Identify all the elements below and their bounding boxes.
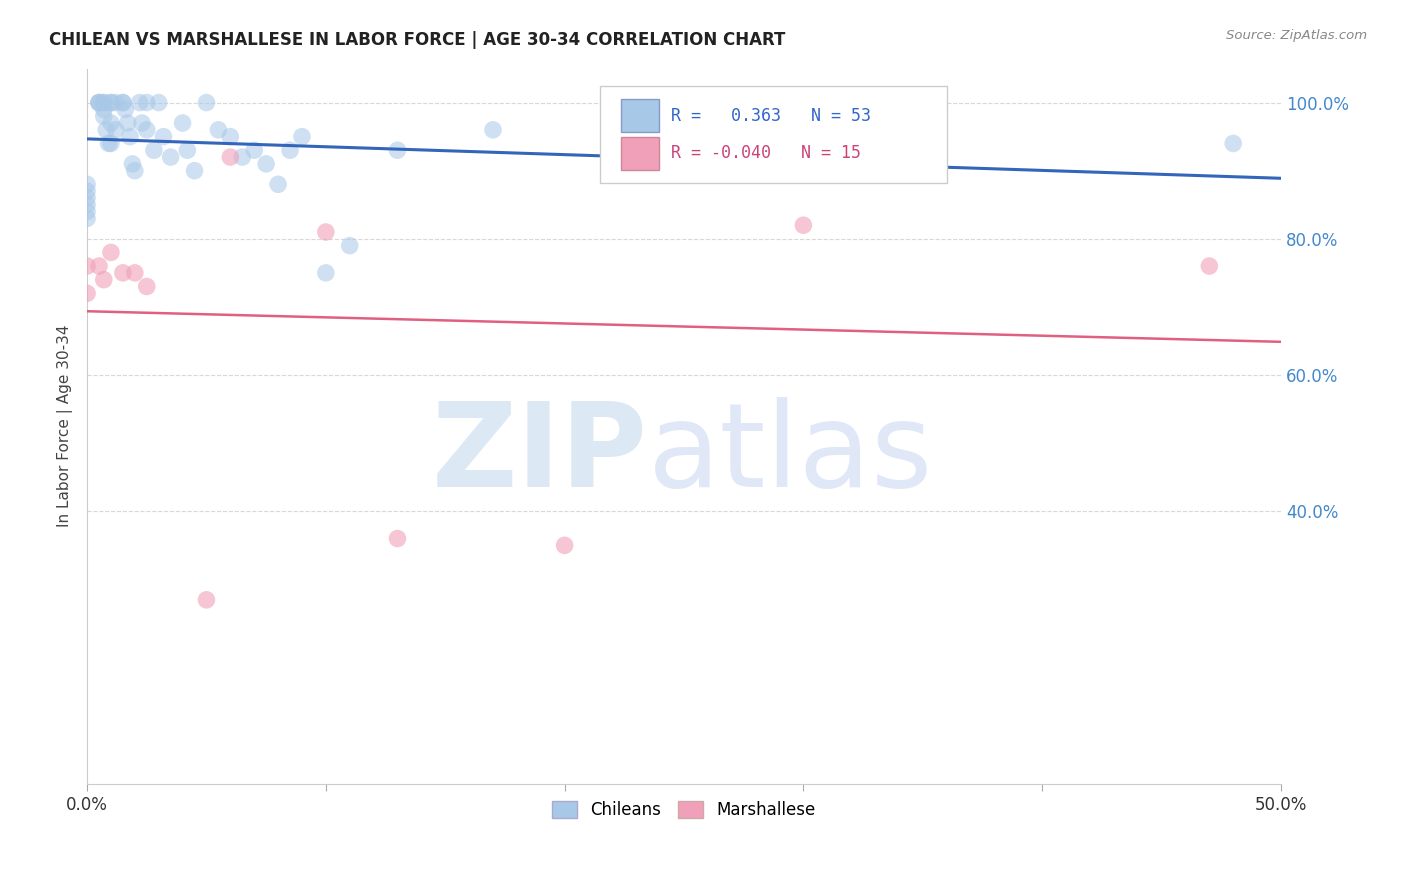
Point: [231, 150, 253, 164]
Point: [114, 103, 136, 117]
Point: [100, 136, 122, 151]
Point: [172, 116, 194, 130]
Point: [111, 95, 134, 110]
Point: [243, 143, 266, 157]
Point: [195, 95, 218, 110]
Point: [148, 95, 170, 110]
Point: [117, 116, 139, 130]
Point: [100, 116, 122, 130]
Text: atlas: atlas: [648, 397, 934, 512]
Point: [76, 178, 98, 192]
Point: [219, 150, 242, 164]
Point: [1198, 259, 1220, 273]
Point: [93, 103, 115, 117]
Point: [100, 95, 122, 110]
Text: CHILEAN VS MARSHALLESE IN LABOR FORCE | AGE 30-34 CORRELATION CHART: CHILEAN VS MARSHALLESE IN LABOR FORCE | …: [49, 31, 786, 49]
FancyBboxPatch shape: [600, 87, 946, 183]
Point: [111, 266, 134, 280]
Point: [291, 129, 314, 144]
FancyBboxPatch shape: [620, 99, 659, 132]
Point: [219, 129, 242, 144]
Point: [104, 95, 127, 110]
Text: R =   0.363   N = 53: R = 0.363 N = 53: [671, 107, 870, 125]
Point: [121, 157, 143, 171]
Point: [76, 204, 98, 219]
Point: [131, 116, 153, 130]
Point: [387, 143, 409, 157]
Point: [195, 592, 218, 607]
Text: R = -0.040   N = 15: R = -0.040 N = 15: [671, 144, 860, 162]
Point: [87, 95, 110, 110]
Point: [93, 109, 115, 123]
Point: [93, 95, 115, 110]
Point: [124, 266, 146, 280]
Point: [159, 150, 181, 164]
Point: [93, 95, 115, 110]
Point: [142, 143, 165, 157]
Point: [93, 273, 115, 287]
Point: [135, 123, 157, 137]
Point: [87, 95, 110, 110]
Point: [339, 238, 361, 252]
Point: [554, 538, 576, 552]
Point: [76, 259, 98, 273]
Point: [792, 218, 814, 232]
Point: [176, 143, 198, 157]
Point: [76, 286, 98, 301]
Point: [128, 95, 150, 110]
Point: [100, 95, 122, 110]
Legend: Chileans, Marshallese: Chileans, Marshallese: [546, 794, 823, 825]
Text: Source: ZipAtlas.com: Source: ZipAtlas.com: [1226, 29, 1367, 42]
Point: [111, 95, 134, 110]
Point: [1222, 136, 1244, 151]
Text: ZIP: ZIP: [432, 397, 648, 512]
Point: [135, 279, 157, 293]
Point: [76, 198, 98, 212]
Point: [183, 163, 205, 178]
Y-axis label: In Labor Force | Age 30-34: In Labor Force | Age 30-34: [58, 325, 73, 527]
Point: [152, 129, 174, 144]
Point: [87, 259, 110, 273]
Point: [482, 123, 505, 137]
FancyBboxPatch shape: [620, 137, 659, 170]
Point: [87, 95, 110, 110]
Point: [315, 225, 337, 239]
Point: [76, 191, 98, 205]
Point: [387, 532, 409, 546]
Point: [315, 266, 337, 280]
Point: [278, 143, 301, 157]
Point: [207, 123, 229, 137]
Point: [104, 123, 127, 137]
Point: [135, 95, 157, 110]
Point: [254, 157, 277, 171]
Point: [96, 123, 118, 137]
Point: [76, 184, 98, 198]
Point: [76, 211, 98, 226]
Point: [267, 178, 290, 192]
Point: [97, 136, 120, 151]
Point: [124, 163, 146, 178]
Point: [118, 129, 141, 144]
Point: [100, 245, 122, 260]
